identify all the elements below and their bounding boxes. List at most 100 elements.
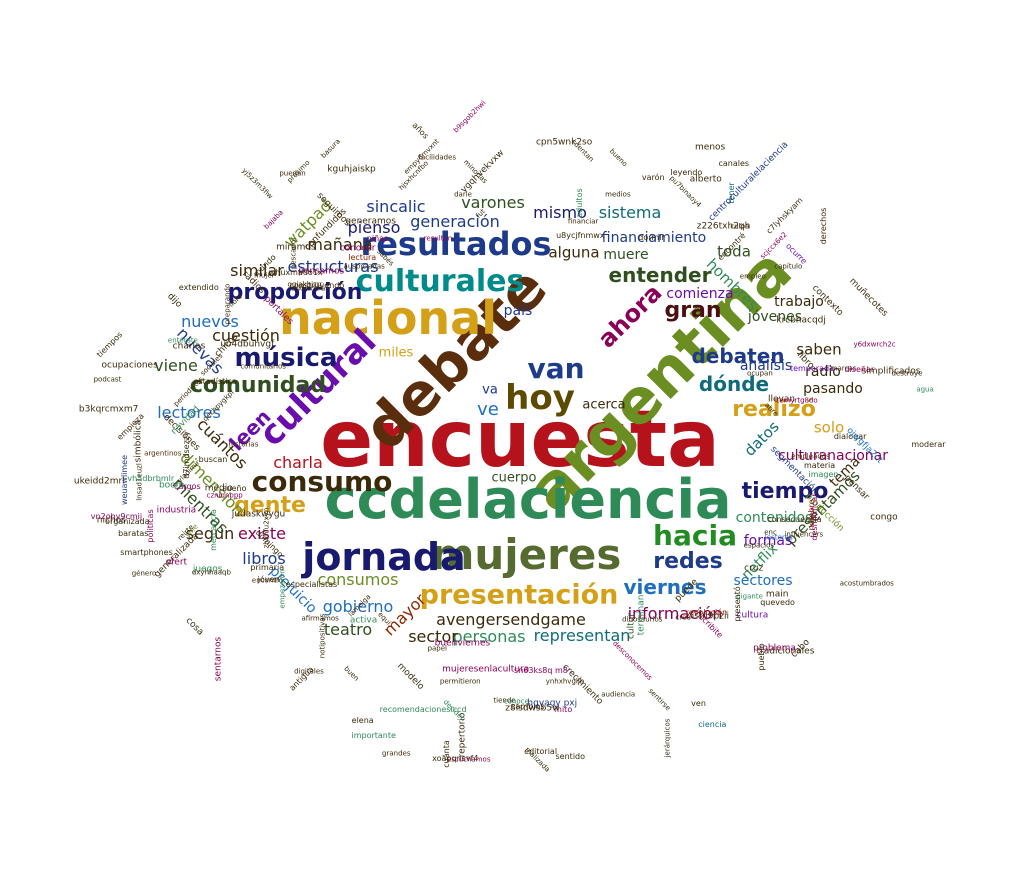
cloud-word: culpa (730, 222, 750, 231)
cloud-word: importante (351, 731, 396, 741)
cloud-word: especialistas (285, 579, 338, 589)
cloud-word: tiende (493, 696, 516, 705)
cloud-word: gigante (736, 592, 763, 601)
cloud-word: dialogar (833, 432, 867, 442)
cloud-word: krcbhacqdj (776, 315, 826, 326)
cloud-word: tiempo (741, 479, 829, 504)
cloud-word: encuesta (320, 395, 720, 485)
cloud-word: congo (870, 512, 898, 523)
cloud-word: avengersendgame (436, 610, 586, 629)
cloud-word: años (410, 121, 431, 141)
cloud-word: digitales (294, 667, 324, 676)
cloud-word: jerárquicos (663, 718, 672, 758)
cloud-word: buenviernes (434, 638, 491, 649)
cloud-word: miles (378, 345, 414, 361)
cloud-word: género (131, 569, 157, 578)
cloud-word: enc (764, 528, 777, 537)
cloud-word: capítulo (774, 262, 803, 271)
cloud-word: audiencias (291, 284, 329, 293)
cloud-word: bajaba (262, 208, 285, 231)
cloud-word: escuchamos (446, 755, 491, 764)
cloud-word: lectores (157, 403, 221, 422)
cloud-word: consumo (251, 465, 393, 498)
cloud-word: cruz (744, 563, 764, 574)
cloud-word: main (765, 589, 789, 600)
cloud-word: música (234, 343, 338, 373)
cloud-word: saben (796, 340, 842, 359)
cloud-word: dijo (164, 290, 184, 310)
cloud-word: puedan (279, 169, 306, 178)
cloud-word: imagen (808, 470, 839, 480)
cloud-word: cuestión (212, 326, 280, 345)
cloud-word: similar (230, 261, 284, 280)
cloud-word: construyendo (289, 280, 345, 290)
cloud-word: baratas (118, 528, 149, 538)
cloud-word: menos (695, 142, 726, 153)
cloud-word: medios (605, 190, 631, 199)
cloud-word: niñas (366, 234, 389, 244)
cloud-word: gente (234, 493, 306, 518)
cloud-word: grandes (382, 749, 411, 758)
cloud-word: análisis (739, 358, 793, 374)
cloud-word: miramos (276, 242, 316, 253)
cloud-word: tiempos (95, 330, 125, 360)
cloud-word: conocer (339, 243, 376, 254)
cloud-word: modelo (394, 661, 426, 692)
cloud-word: muere (603, 247, 649, 263)
cloud-word: mercancía (209, 509, 219, 552)
cloud-word: cuerpo (491, 470, 537, 486)
cloud-word: según (185, 524, 235, 543)
cloud-word: permitieron (439, 677, 481, 686)
cloud-word: vh5dbrbmlr (127, 473, 175, 483)
cloud-word: preparando (223, 283, 232, 324)
cloud-word: nacional (279, 291, 497, 345)
cloud-word: lectura (348, 253, 377, 262)
cloud-word: resultan (423, 234, 453, 243)
cloud-word: personas (452, 627, 526, 646)
cloud-word: agua (916, 385, 934, 394)
cloud-word: alguna (548, 243, 600, 262)
cloud-word: ocupaciones (101, 360, 158, 371)
cloud-word: alberto (689, 174, 722, 185)
cloud-word: u8ycjfnmwx (556, 231, 605, 241)
cloud-word: sn63ks8q m8 (514, 666, 568, 676)
cloud-word: sistema (598, 203, 662, 222)
cloud-word: sentirse (647, 686, 673, 712)
cloud-word: culturales (355, 264, 525, 299)
cloud-word: empezaron (278, 569, 287, 610)
cloud-word: ofert (165, 557, 188, 568)
cloud-word: industria (156, 505, 197, 516)
cloud-word: facilidades (418, 153, 457, 162)
cloud-word: estadística (193, 377, 237, 387)
cloud-word: z8lsdwsb5w (505, 703, 560, 714)
cloud-word: y6dxwrch2c (853, 340, 896, 349)
cloud-word: empleados (791, 452, 830, 461)
cloud-word: dormir (638, 233, 665, 243)
cloud-word: adultos (575, 188, 585, 219)
cloud-word: dxyhhaaqb (191, 568, 231, 577)
cloud-word: juegos (192, 564, 223, 575)
cloud-word: ve (477, 399, 499, 420)
cloud-word: pienso (347, 218, 401, 237)
cloud-word: dónde (698, 372, 770, 396)
cloud-word: mujeres (430, 530, 622, 579)
cloud-word: consumos (317, 570, 399, 589)
cloud-word: comienza (666, 286, 734, 302)
cloud-word: canales (718, 158, 750, 168)
cloud-word: proporción (227, 280, 363, 305)
cloud-word: bueno (607, 146, 629, 168)
cloud-word: hoy (505, 378, 575, 418)
cloud-word: b3kqrcmxm7 (78, 404, 139, 415)
cloud-word: estructuras (287, 257, 379, 276)
cloud-word: organizada (105, 517, 150, 527)
cloud-word: contenidos (735, 510, 813, 526)
cloud-word: información (627, 604, 723, 623)
cloud-word: van (527, 352, 585, 385)
cloud-word: weuawlimee (119, 454, 129, 505)
cloud-word: audiencia (601, 690, 636, 699)
cloud-word: generación (410, 212, 500, 231)
cloud-word: sector (408, 627, 458, 646)
cloud-word: cree (675, 613, 691, 622)
cloud-word: destruye (891, 369, 923, 378)
cloud-word: sentarnos (213, 637, 224, 682)
